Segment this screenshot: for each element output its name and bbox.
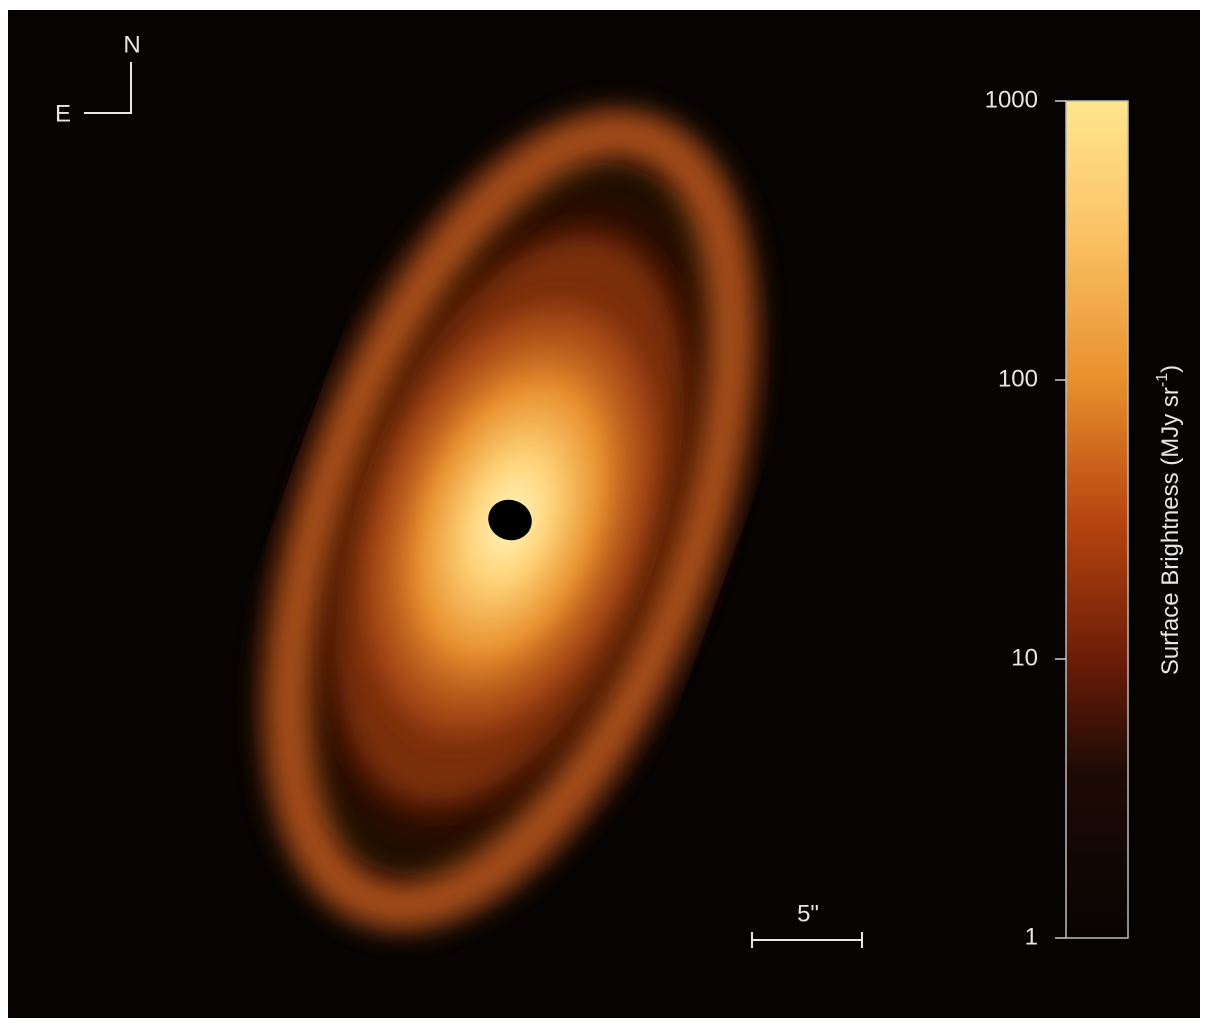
colorbar-label-text: Surface Brightness (MJy sr	[1157, 387, 1184, 675]
compass-east: E	[55, 100, 71, 127]
colorbar-label-end: )	[1157, 365, 1184, 373]
colorbar	[1066, 101, 1128, 938]
colorbar-tick-label: 100	[998, 365, 1038, 392]
colorbar-tick-label: 1	[1025, 923, 1038, 950]
figure: N E 5" Surface Brightness (MJy sr-1) 1 10…	[0, 0, 1208, 1026]
scale-bar-label: 5"	[797, 900, 819, 927]
page: N E 5" Surface Brightness (MJy sr-1) 1 10…	[0, 0, 1208, 1026]
colorbar-label-superscript: -1	[1154, 373, 1171, 387]
compass-north: N	[123, 31, 140, 58]
colorbar-tick-label: 10	[1011, 644, 1038, 671]
colorbar-tick-label: 1000	[985, 86, 1038, 113]
colorbar-label: Surface Brightness (MJy sr-1)	[1154, 365, 1184, 675]
